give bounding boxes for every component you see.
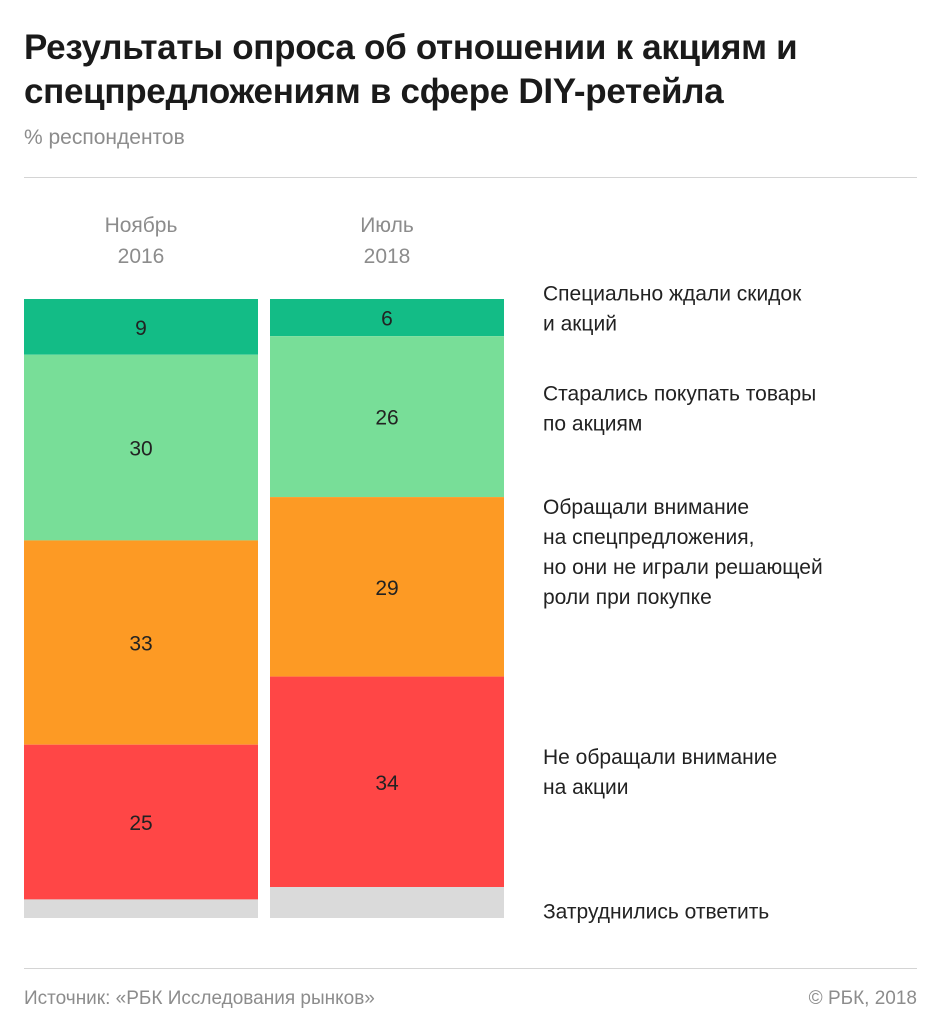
data-label: 33 (129, 633, 152, 656)
column-header: Ноябрь 2016 (105, 214, 178, 268)
page-title: Результаты опроса об отношении к акциям … (24, 28, 798, 111)
legend-entry: Не обращали внимание на акции (543, 746, 777, 799)
copyright-note: © РБК, 2018 (808, 988, 917, 1009)
legend-entry: Специально ждали скидок и акций (543, 283, 802, 336)
bar-segment (24, 899, 258, 918)
data-label: 9 (135, 317, 147, 340)
data-label: 25 (129, 812, 152, 835)
chart-subtitle: % респондентов (24, 126, 185, 149)
top-divider (24, 177, 917, 178)
data-label: 30 (129, 438, 152, 461)
legend-entry: Затруднились ответить (543, 901, 769, 924)
source-note: Источник: «РБК Исследования рынков» (24, 988, 375, 1009)
bar-segment (24, 744, 258, 900)
bar-segment (270, 497, 504, 677)
data-label: 6 (381, 308, 393, 331)
bar-segment (270, 676, 504, 888)
bar-segment (24, 299, 258, 355)
data-label: 26 (375, 407, 398, 430)
column-header: Июль 2018 (360, 214, 414, 268)
bar-segment (270, 336, 504, 498)
bottom-divider (24, 968, 917, 969)
legend-entry: Обращали внимание на спецпредложения, но о… (543, 496, 823, 609)
data-label: 34 (375, 772, 399, 795)
bar-segment (24, 540, 258, 745)
bar-segment (270, 887, 504, 918)
bar-segment (24, 354, 258, 541)
data-label: 29 (375, 577, 398, 600)
legend-entry: Старались покупать товары по акциям (543, 383, 816, 436)
bar-segment (270, 299, 504, 337)
